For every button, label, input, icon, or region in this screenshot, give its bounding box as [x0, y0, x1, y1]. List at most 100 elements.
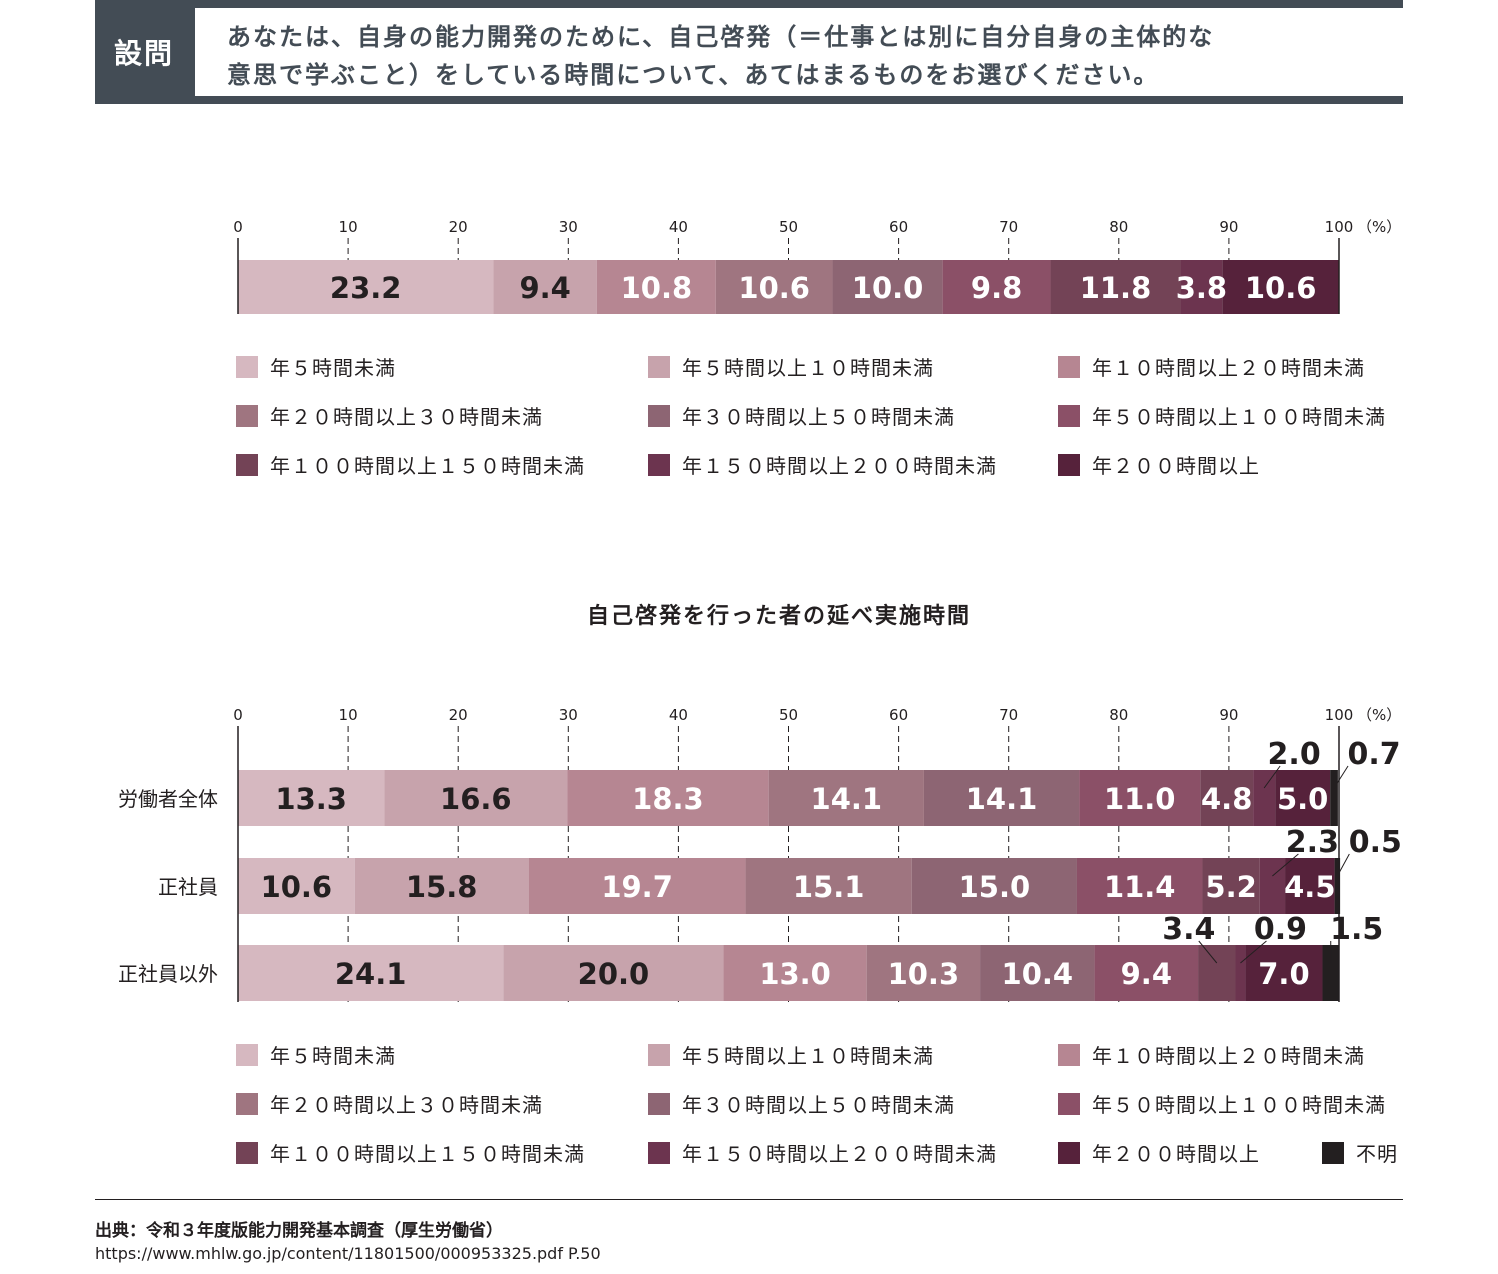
legend-swatch	[648, 1043, 670, 1066]
legend-item: 年１００時間以上１５０時間未満	[236, 1138, 585, 1167]
x-tick-label: 70	[999, 218, 1018, 236]
value-label: 11.4	[1104, 870, 1176, 904]
legend-item: 年２０時間以上３０時間未満	[236, 401, 543, 430]
legend-label: 年５０時間以上１００時間未満	[1092, 1093, 1386, 1117]
value-label: 9.4	[519, 271, 570, 305]
x-tick-label: 70	[999, 706, 1018, 724]
category-label: 正社員以外	[118, 962, 218, 986]
bar-segment	[1330, 770, 1338, 826]
leader-line	[1272, 853, 1299, 877]
bar-segment	[238, 945, 504, 1001]
value-label: 10.3	[888, 957, 960, 991]
bar-segment	[1322, 945, 1339, 1001]
x-tick-label: 40	[669, 706, 688, 724]
legend-label: 年５時間未満	[270, 1044, 396, 1068]
legend-swatch	[236, 355, 258, 378]
legend-swatch	[648, 453, 670, 476]
value-label: 15.8	[406, 870, 478, 904]
x-tick-label: 20	[449, 218, 468, 236]
bar-segment	[1079, 770, 1201, 826]
value-label: 11.0	[1104, 782, 1176, 816]
legend-item: 年３０時間以上５０時間未満	[648, 401, 955, 430]
legend-swatch	[1058, 453, 1080, 476]
legend-item: 年２００時間以上	[1058, 1138, 1260, 1167]
source-title: 出典：令和３年度版能力開発基本調査（厚生労働省）	[95, 1221, 503, 1241]
x-tick-label: 100	[1325, 706, 1354, 724]
legend-label: 年５０時間以上１００時間未満	[1092, 405, 1386, 429]
bar-segment	[866, 945, 981, 1001]
bar-segment	[493, 260, 597, 314]
bar-segment	[1050, 260, 1181, 314]
legend-swatch	[236, 453, 258, 476]
value-label: 19.7	[601, 870, 673, 904]
legend-item: 年３０時間以上５０時間未満	[648, 1089, 955, 1118]
legend-swatch	[648, 1141, 670, 1164]
value-label: 23.2	[330, 271, 402, 305]
value-label: 0.9	[1254, 912, 1307, 947]
question-tag: 設問	[113, 37, 174, 70]
legend-item: 年１５０時間以上２００時間未満	[648, 1138, 997, 1167]
legend-item: 年５時間未満	[236, 1040, 396, 1069]
value-label: 10.0	[852, 271, 924, 305]
legend-label: 不明	[1356, 1142, 1398, 1166]
value-label: 4.8	[1201, 782, 1252, 816]
value-label: 20.0	[578, 957, 650, 991]
value-label: 13.3	[275, 782, 347, 816]
legend-item: 不明	[1322, 1138, 1398, 1167]
bar-segment	[832, 260, 943, 314]
leader-line	[1240, 940, 1267, 964]
value-label: 15.1	[793, 870, 865, 904]
source-divider	[95, 1199, 1403, 1200]
x-tick-label: 30	[559, 706, 578, 724]
legend-swatch	[236, 1141, 258, 1164]
x-tick-label: 50	[779, 218, 798, 236]
x-tick-label: 90	[1219, 706, 1238, 724]
bar-segment	[567, 770, 769, 826]
value-label: 15.0	[959, 870, 1031, 904]
legend-item: 年２０時間以上３０時間未満	[236, 1089, 543, 1118]
legend-swatch	[648, 404, 670, 427]
bar-segment	[745, 858, 912, 914]
x-tick-label: 60	[889, 706, 908, 724]
value-label: 3.8	[1176, 271, 1227, 305]
legend-swatch	[236, 1092, 258, 1115]
legend-swatch	[1058, 1141, 1080, 1164]
bar-segment	[715, 260, 833, 314]
legend-label: 年５時間未満	[270, 356, 396, 380]
question-line-1: あなたは、自身の能力開発のために、自己啓発（＝仕事とは別に自分自身の主体的な	[227, 23, 1215, 51]
x-tick-label: 10	[339, 706, 358, 724]
x-unit-label: （%）	[1357, 218, 1401, 236]
legend-swatch	[1058, 1043, 1080, 1066]
value-label: 16.6	[440, 782, 512, 816]
value-label: 24.1	[335, 957, 407, 991]
bar-segment	[768, 770, 924, 826]
bar-segment	[384, 770, 568, 826]
value-label: 11.8	[1080, 271, 1152, 305]
bar-segment	[1180, 260, 1223, 314]
legend-label: 年５時間以上１０時間未満	[682, 356, 934, 380]
bar-segment	[528, 858, 746, 914]
x-tick-label: 0	[233, 706, 243, 724]
question-text: あなたは、自身の能力開発のために、自己啓発（＝仕事とは別に自分自身の主体的な 意…	[195, 8, 1403, 96]
legend-label: 年１５０時間以上２００時間未満	[682, 454, 997, 478]
value-label: 10.8	[621, 271, 693, 305]
value-label: 0.7	[1347, 737, 1400, 772]
value-label: 2.0	[1268, 737, 1321, 772]
bar-segment	[354, 858, 529, 914]
legend-item: 年５０時間以上１００時間未満	[1058, 401, 1386, 430]
leader-line	[1333, 765, 1349, 789]
legend-swatch	[1058, 404, 1080, 427]
bar-segment	[1285, 858, 1335, 914]
value-label: 3.4	[1162, 912, 1215, 947]
bar-segment	[1275, 770, 1331, 826]
value-label: 0.5	[1349, 825, 1402, 860]
value-label: 4.5	[1284, 870, 1335, 904]
value-label: 1.5	[1330, 912, 1383, 947]
legend-item: 年５時間以上１０時間未満	[648, 1040, 934, 1069]
legend-label: 年１００時間以上１５０時間未満	[270, 454, 585, 478]
bar-segment	[723, 945, 867, 1001]
bar-segment	[1253, 770, 1276, 826]
bar-segment	[1198, 945, 1236, 1001]
category-label: 労働者全体	[118, 787, 218, 811]
x-tick-label: 10	[339, 218, 358, 236]
